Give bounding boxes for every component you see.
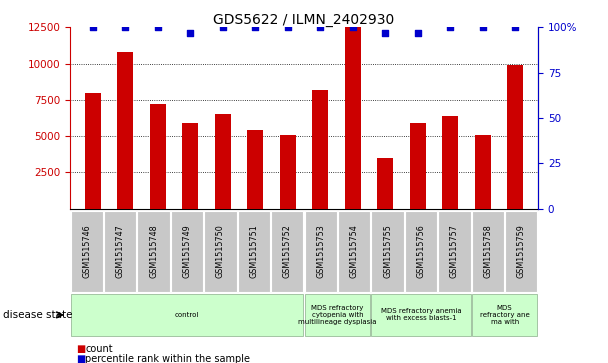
Point [511, 24, 520, 30]
Bar [182, 123, 198, 209]
Point [316, 24, 325, 30]
Bar [442, 116, 458, 209]
Point [120, 24, 130, 30]
Text: GSM1515749: GSM1515749 [182, 224, 192, 278]
Point [446, 24, 455, 30]
Bar [345, 27, 361, 209]
Bar [150, 104, 166, 209]
Bar [312, 90, 328, 209]
Text: GSM1515757: GSM1515757 [450, 224, 459, 278]
Bar [215, 114, 231, 209]
Text: ■: ■ [76, 354, 85, 363]
Text: MDS refractory anemia
with excess blasts-1: MDS refractory anemia with excess blasts… [381, 309, 461, 321]
Text: MDS
refractory ane
ma with: MDS refractory ane ma with [480, 305, 530, 325]
Text: MDS refractory
cytopenia with
multilineage dysplasia: MDS refractory cytopenia with multilinea… [298, 305, 377, 325]
Bar [280, 135, 296, 209]
Text: GSM1515756: GSM1515756 [416, 224, 426, 278]
Bar [410, 123, 426, 209]
Point [153, 24, 162, 30]
Text: GSM1515759: GSM1515759 [517, 224, 526, 278]
Text: count: count [85, 344, 112, 354]
Text: GSM1515747: GSM1515747 [116, 224, 125, 278]
Text: ■: ■ [76, 344, 85, 354]
Text: GSM1515751: GSM1515751 [249, 224, 258, 278]
Bar [507, 65, 523, 209]
Point [413, 30, 423, 36]
Text: GSM1515750: GSM1515750 [216, 224, 225, 278]
Text: GSM1515752: GSM1515752 [283, 224, 292, 278]
Text: GDS5622 / ILMN_2402930: GDS5622 / ILMN_2402930 [213, 13, 395, 27]
Text: GSM1515748: GSM1515748 [149, 225, 158, 278]
Text: GSM1515758: GSM1515758 [483, 224, 492, 278]
Bar [475, 135, 491, 209]
Bar [117, 52, 133, 209]
Text: GSM1515754: GSM1515754 [350, 224, 359, 278]
Point [381, 30, 390, 36]
Point [283, 24, 292, 30]
Text: disease state: disease state [3, 310, 72, 320]
Bar [247, 130, 263, 209]
Point [88, 24, 97, 30]
Point [185, 30, 195, 36]
Point [250, 24, 260, 30]
Bar [377, 158, 393, 209]
Text: GSM1515753: GSM1515753 [316, 224, 325, 278]
Text: control: control [174, 312, 199, 318]
Text: GSM1515755: GSM1515755 [383, 224, 392, 278]
Point [218, 24, 227, 30]
Point [478, 24, 488, 30]
Text: percentile rank within the sample: percentile rank within the sample [85, 354, 250, 363]
Point [348, 24, 358, 30]
Text: GSM1515746: GSM1515746 [82, 225, 91, 278]
Bar [85, 93, 101, 209]
